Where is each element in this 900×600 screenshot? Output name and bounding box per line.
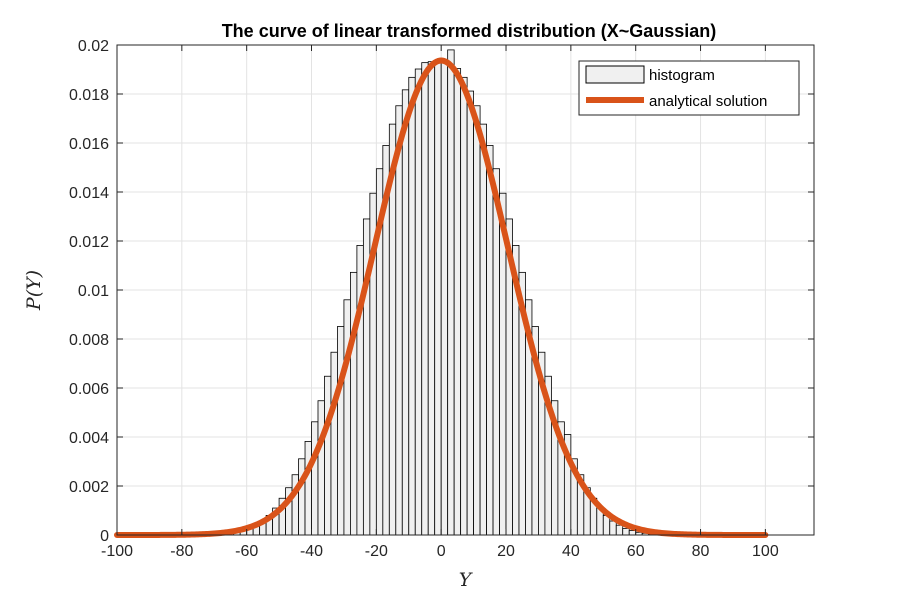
y-tick-label-1: 0.002 [69,479,109,496]
x-tick-label-6: 20 [497,543,515,560]
histogram-bar [609,520,617,536]
x-tick-label-3: -40 [300,543,323,560]
analytical-solution-curve [114,57,769,538]
histogram-bar [343,299,351,536]
histogram-bar [447,49,455,536]
histogram-bar [408,76,416,536]
histogram-bar [466,90,475,536]
x-tick-label-1: -80 [170,543,193,560]
histogram-bar [298,458,306,536]
histogram-bar [453,68,462,536]
histogram-bar [414,68,423,536]
x-tick-label-10: 100 [752,543,779,560]
y-tick-label-7: 0.014 [69,185,109,202]
y-tick-label-5: 0.01 [78,283,109,300]
x-axis-ticks: -100 -80 -60 -40 -20 0 20 40 60 80 100 [101,45,779,560]
y-tick-label-4: 0.008 [69,332,109,349]
chart-title: The curve of linear transformed distribu… [222,21,717,41]
histogram-bar [479,123,487,536]
y-tick-label-6: 0.012 [69,234,109,251]
legend: histogram analytical solution [578,60,800,116]
histogram-bar [473,105,481,536]
histogram-bar [317,400,325,536]
histogram-bar [492,168,500,536]
y-tick-label-0: 0 [100,528,109,545]
histogram-bar [615,524,624,536]
y-axis-label: P(Y) [23,270,45,311]
x-tick-label-2: -60 [235,543,258,560]
x-axis-label: Y [459,569,474,591]
histogram-bar [486,145,494,536]
histogram-bar [440,60,449,536]
histogram-bar [395,105,403,536]
x-tick-label-0: -100 [101,543,133,560]
legend-histogram-label: histogram [649,67,715,84]
y-tick-label-3: 0.006 [69,381,109,398]
x-tick-label-7: 40 [562,543,580,560]
histogram-bar [401,89,410,536]
histogram-bar [427,61,436,536]
x-tick-label-9: 80 [692,543,710,560]
histogram-bar [350,271,358,536]
histogram-bar [421,62,429,536]
histogram-bar [337,326,345,536]
y-tick-label-8: 0.016 [69,136,109,153]
y-tick-label-2: 0.004 [69,430,109,447]
histogram-bar [311,421,319,536]
histogram-bar [628,530,637,536]
histogram-bar [460,76,468,536]
x-tick-label-5: 0 [437,543,446,560]
legend-analytical-label: analytical solution [649,93,767,110]
histogram-bar [324,375,332,536]
histogram-bar [622,527,630,536]
histogram-bar [330,351,338,536]
y-axis-ticks: 0 0.002 0.004 0.006 0.008 0.01 0.012 0.014 0.016… [69,38,814,545]
histogram-bar [434,62,442,536]
y-tick-label-10: 0.02 [78,38,109,55]
histogram-bar [304,441,312,536]
legend-histogram-swatch [585,65,645,84]
y-tick-label-9: 0.018 [69,87,109,104]
x-tick-label-8: 60 [627,543,645,560]
x-tick-label-4: -20 [365,543,388,560]
